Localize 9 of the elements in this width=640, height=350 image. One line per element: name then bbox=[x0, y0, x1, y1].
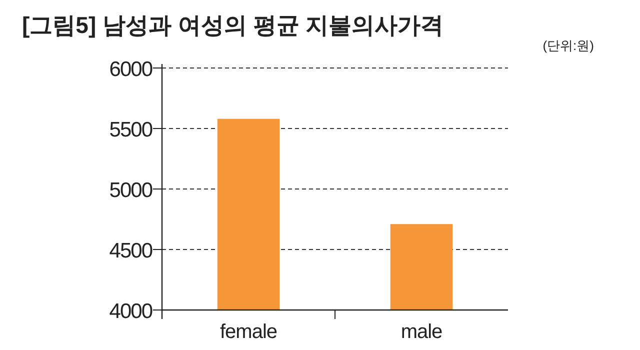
xtick: female bbox=[220, 321, 278, 343]
title: [그림5] 남성과 여성의 평균 지불의사가격 bbox=[22, 12, 444, 38]
ytick: 6000 bbox=[109, 58, 152, 81]
ytick: 5500 bbox=[109, 118, 152, 142]
xtick: male bbox=[400, 321, 442, 343]
ytick: 4500 bbox=[109, 240, 152, 262]
annotation: (단위:원) bbox=[542, 38, 594, 53]
ytick: 5000 bbox=[109, 179, 152, 202]
ytick: 4000 bbox=[109, 300, 152, 323]
